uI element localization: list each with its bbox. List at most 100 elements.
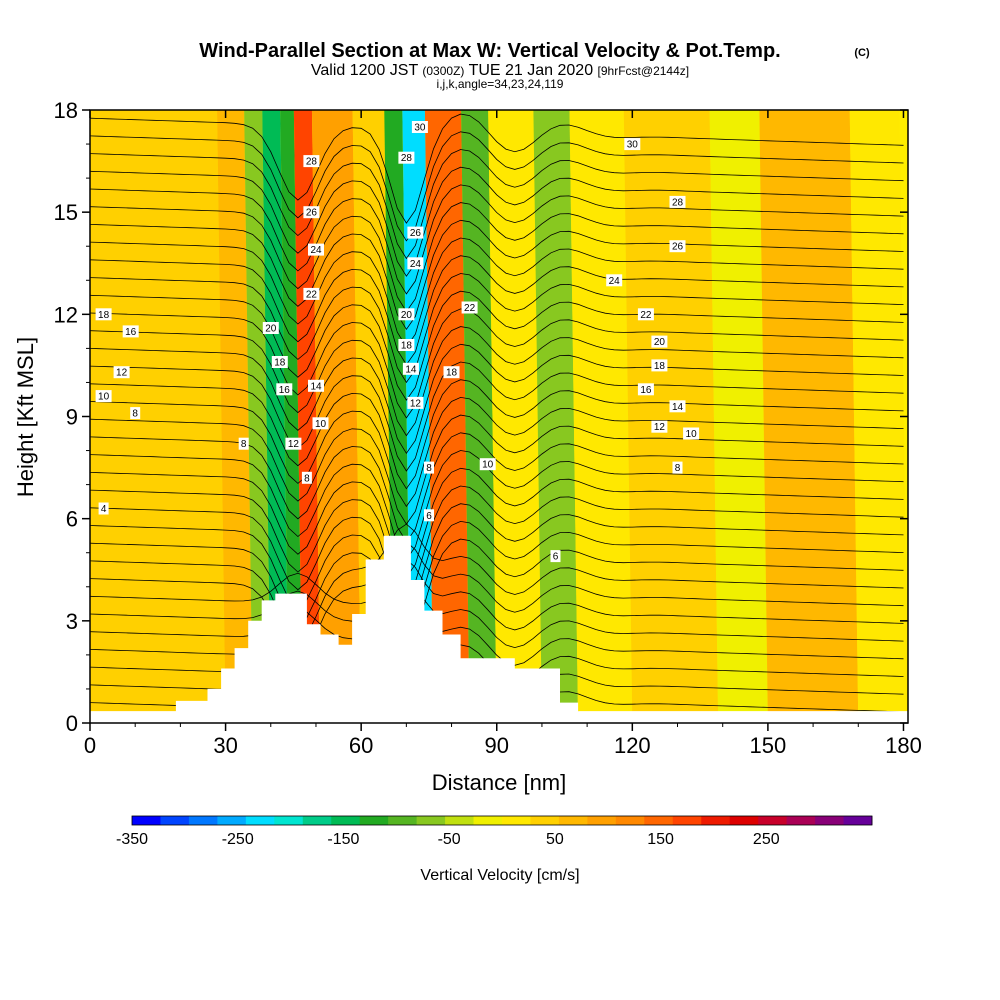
contour-label: 18 <box>271 356 288 369</box>
colorbar-swatch <box>672 816 702 825</box>
contour-label-text: 22 <box>306 289 318 300</box>
contour-label: 14 <box>402 362 419 375</box>
colorbar-frame <box>131 815 873 826</box>
colorbar-swatch <box>388 816 418 825</box>
contour-labels: 30 30 28 28 28 26 26 26 24 24 24 22 22 22 20 20 20 18 18 18… <box>95 121 700 563</box>
contour-label: 14 <box>308 379 324 392</box>
contour-label: 4 <box>98 502 109 515</box>
x-tick-label: 150 <box>750 733 787 758</box>
contour-label: 24 <box>407 257 424 270</box>
colorbar-swatch <box>615 816 645 825</box>
contour-label-text: 18 <box>446 368 458 379</box>
contour-label: 8 <box>424 461 434 474</box>
colorbar-swatch <box>160 816 190 825</box>
contour-label: 8 <box>238 437 249 450</box>
velocity-band <box>569 110 633 723</box>
contour-label-text: 24 <box>410 259 422 270</box>
colorbar-tick-label: 150 <box>647 831 674 848</box>
contour-label-text: 26 <box>672 242 684 253</box>
theta-contour-line <box>90 450 904 561</box>
colorbar-swatch <box>729 816 759 825</box>
theta-contour-line <box>90 237 904 348</box>
y-tick-label: 0 <box>66 711 78 736</box>
contour-label: 28 <box>398 151 415 164</box>
contour-label: 26 <box>303 206 320 219</box>
contour-label-text: 28 <box>401 153 413 164</box>
colorbar-tick-label: -350 <box>116 831 148 848</box>
contour-label: 8 <box>301 471 312 484</box>
contour-label: 18 <box>651 359 668 372</box>
y-axis: 0 3 6 9 12 15 18 <box>54 98 908 736</box>
contour-label: 16 <box>122 325 139 338</box>
contour-label-text: 14 <box>405 364 417 375</box>
velocity-band <box>488 110 542 723</box>
contour-label-text: 12 <box>654 422 666 433</box>
colorbar <box>131 815 873 826</box>
contour-label: 10 <box>683 427 700 440</box>
contour-label: 20 <box>398 308 415 321</box>
theta-contour-line <box>90 255 904 366</box>
colorbar-tick-label: 50 <box>546 831 564 848</box>
grid-indices-line: i,j,k,angle=34,23,24,119 <box>437 77 564 91</box>
velocity-band <box>709 110 768 723</box>
velocity-band <box>280 110 303 723</box>
contour-label: 30 <box>411 121 428 134</box>
contour-label: 8 <box>130 407 141 420</box>
contour-label: 10 <box>312 417 329 430</box>
contour-label-text: 8 <box>241 439 247 450</box>
velocity-band <box>461 110 497 723</box>
contour-label-text: 20 <box>401 310 413 321</box>
x-tick-label: 90 <box>484 733 508 758</box>
colorbar-swatch <box>758 816 788 825</box>
contour-label-text: 26 <box>306 208 318 219</box>
x-tick-label: 0 <box>84 733 96 758</box>
theta-contour-line <box>90 290 904 401</box>
contour-label: 20 <box>262 322 279 335</box>
y-tick-label: 9 <box>66 405 78 430</box>
contour-label-text: 10 <box>315 419 327 430</box>
colorbar-swatch <box>558 816 588 825</box>
contour-label-text: 22 <box>464 303 476 314</box>
contour-label-text: 20 <box>265 324 277 335</box>
contour-label: 18 <box>398 339 415 352</box>
theta-contour-line <box>90 467 904 578</box>
contour-label: 18 <box>443 366 460 379</box>
contour-label-text: 14 <box>310 381 322 392</box>
colorbar-swatch <box>188 816 218 825</box>
colorbar-swatch <box>302 816 332 825</box>
contour-label-text: 6 <box>426 511 432 522</box>
terrain-mask <box>90 535 908 723</box>
colorbar-tick-labels: -350 -250 -150 -50 50 150 250 <box>116 831 780 848</box>
theta-contour-line <box>90 131 904 242</box>
x-tick-label: 120 <box>614 733 651 758</box>
theta-contour-line <box>90 166 904 277</box>
velocity-band <box>533 110 579 723</box>
contour-label-text: 8 <box>675 463 681 474</box>
colorbar-swatch <box>132 816 161 825</box>
velocity-band <box>623 110 719 723</box>
contour-label: 22 <box>303 287 320 300</box>
theta-contour-line <box>90 219 904 331</box>
velocity-band <box>849 110 908 723</box>
velocity-band <box>424 110 470 723</box>
contour-label-text: 24 <box>609 276 621 287</box>
contour-label-text: 28 <box>672 197 684 208</box>
theta-contour-line <box>90 184 904 295</box>
colorbar-swatch <box>701 816 731 825</box>
colorbar-swatch <box>245 816 275 825</box>
contour-label: 12 <box>285 437 302 450</box>
y-tick-label: 6 <box>66 507 78 532</box>
theta-contour-line <box>90 149 904 260</box>
contour-label-text: 14 <box>672 402 684 413</box>
chart-title: Wind-Parallel Section at Max W: Vertical… <box>199 40 780 62</box>
x-tick-label: 180 <box>885 733 922 758</box>
contour-label: 10 <box>479 458 496 471</box>
copyright-mark: (C) <box>854 47 870 59</box>
theta-contour-line <box>90 520 904 632</box>
theta-contour-line <box>90 485 904 596</box>
contour-label-text: 12 <box>116 368 128 379</box>
contour-label: 26 <box>407 226 424 239</box>
theta-contour-line <box>90 396 904 508</box>
theta-contour-line <box>90 538 904 649</box>
